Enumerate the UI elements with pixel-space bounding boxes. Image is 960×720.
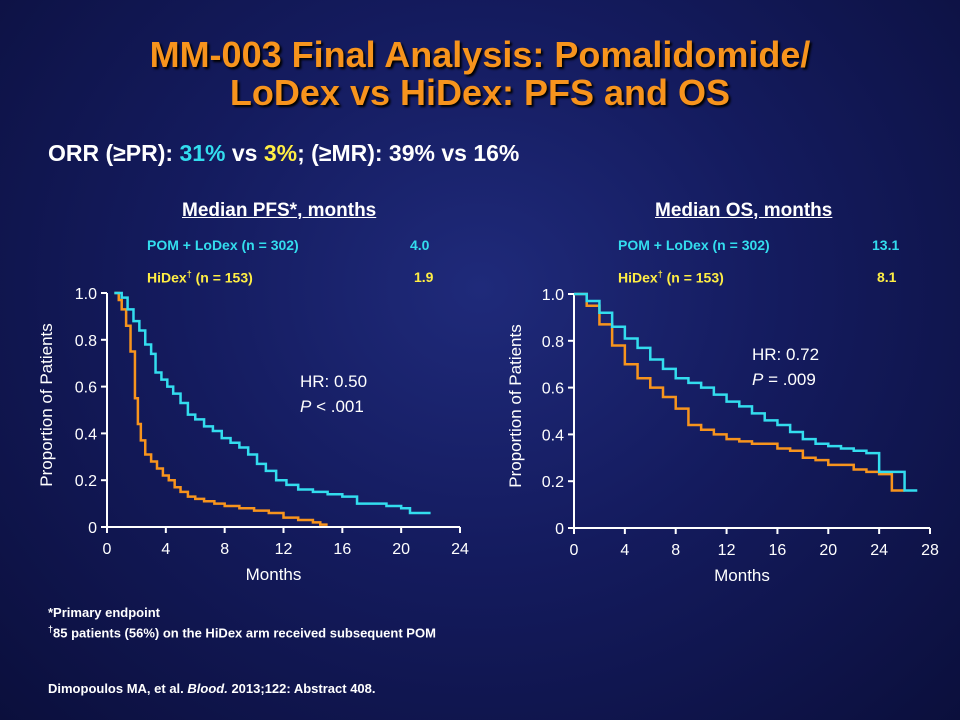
citation-rest: 2013;122: Abstract 408.	[227, 681, 376, 696]
x-tick-label: 12	[275, 541, 293, 558]
footnote-primary-endpoint: *Primary endpoint	[48, 605, 160, 620]
y-tick-label: 1.0	[75, 286, 97, 303]
pom-lodex-curve	[114, 291, 431, 515]
x-tick-label: 24	[451, 541, 469, 558]
citation: Dimopoulos MA, et al. Blood. 2013;122: A…	[48, 681, 376, 696]
os-hidex-label: HiDex† (n = 153)	[618, 269, 724, 286]
x-tick-label: 4	[620, 542, 629, 559]
y-tick-label: 0	[555, 521, 564, 538]
y-tick-label: 0.6	[542, 381, 564, 398]
orr-suffix: ; (≥MR): 39% vs 16%	[297, 140, 520, 166]
footnote-subsequent-pom-text: 85 patients (56%) on the HiDex arm recei…	[53, 625, 436, 641]
x-tick-label: 20	[819, 542, 837, 559]
slide-title-line2: LoDex vs HiDex: PFS and OS	[229, 72, 731, 113]
hidex-curve	[114, 291, 328, 526]
p-value-annotation: P = .009	[752, 370, 816, 389]
x-tick-label: 28	[921, 542, 939, 559]
os-hidex-value: 8.1	[877, 269, 897, 285]
orr-vs: vs	[225, 140, 264, 166]
footnote-subsequent-pom: †85 patients (56%) on the HiDex arm rece…	[48, 621, 436, 641]
os-header: Median OS, months	[655, 200, 833, 221]
x-tick-label: 12	[718, 542, 736, 559]
hr-annotation: HR: 0.72	[752, 345, 819, 364]
x-tick-label: 16	[769, 542, 787, 559]
p-value-annotation: P < .001	[300, 397, 364, 416]
y-tick-label: 1.0	[542, 287, 564, 304]
pfs-header: Median PFS*, months	[182, 200, 377, 221]
pfs-hidex-label-rest: (n = 153)	[191, 269, 253, 286]
x-tick-label: 20	[392, 541, 410, 558]
os-hidex-label-main: HiDex	[618, 269, 658, 286]
slide-title: MM-003 Final Analysis: Pomalidomide/ LoD…	[0, 36, 960, 112]
p-value-symbol: P	[300, 397, 312, 416]
pom-lodex-curve	[574, 292, 918, 492]
y-tick-label: 0.2	[542, 474, 564, 491]
os-pom-value: 13.1	[872, 237, 900, 253]
orr-prefix: ORR (≥PR):	[48, 140, 180, 166]
y-axis-title: Proportion of Patients	[37, 323, 56, 486]
p-value-text: < .001	[311, 397, 363, 416]
x-tick-label: 8	[220, 541, 229, 558]
pfs-hidex-label-sup: †	[186, 269, 192, 279]
slide-title-line1: MM-003 Final Analysis: Pomalidomide/	[149, 34, 811, 75]
y-tick-label: 0.8	[542, 334, 564, 351]
os-chart: 0 4 8 12 16 20 24 28 0 0.2 0.4 0.6 0.8 1.0 Months Propo…	[506, 287, 939, 585]
y-axis-title: Proportion of Patients	[506, 324, 525, 487]
p-value-text: = .009	[763, 370, 815, 389]
hidex-curve	[574, 292, 905, 492]
x-axis-title: Months	[246, 565, 302, 584]
citation-journal: Blood.	[187, 681, 228, 696]
pfs-hidex-value: 1.9	[414, 269, 434, 285]
x-tick-label: 16	[333, 541, 351, 558]
pfs-pom-value: 4.0	[410, 237, 430, 253]
os-hidex-label-rest: (n = 153)	[662, 269, 724, 286]
os-hidex-label-sup: †	[657, 269, 663, 279]
os-pom-label: POM + LoDex (n = 302)	[618, 237, 770, 253]
pfs-pom-label: POM + LoDex (n = 302)	[147, 237, 299, 253]
citation-authors: Dimopoulos MA, et al.	[48, 681, 188, 696]
x-tick-label: 0	[103, 541, 112, 558]
footnote-dagger: †	[48, 624, 54, 634]
pfs-hidex-label-main: HiDex	[147, 269, 187, 286]
orr-hidex-value: 3%	[263, 140, 298, 166]
x-tick-label: 0	[570, 542, 579, 559]
y-tick-label: 0	[88, 520, 97, 537]
y-tick-label: 0.8	[75, 333, 97, 350]
hr-annotation: HR: 0.50	[300, 372, 367, 391]
orr-pom-value: 31%	[179, 140, 226, 166]
pfs-hidex-label: HiDex† (n = 153)	[147, 269, 253, 286]
y-tick-label: 0.6	[75, 380, 97, 397]
y-tick-label: 0.4	[542, 427, 564, 444]
pfs-chart: 0 4 8 12 16 20 24 0 0.2 0.4 0.6 0.8 1.0 Months Proport…	[37, 286, 469, 584]
x-axis-title: Months	[714, 566, 770, 585]
p-value-symbol: P	[752, 370, 764, 389]
y-tick-label: 0.4	[75, 426, 97, 443]
x-tick-label: 4	[161, 541, 170, 558]
x-tick-label: 8	[671, 542, 680, 559]
footnotes: *Primary endpoint †85 patients (56%) on …	[48, 604, 436, 641]
y-tick-label: 0.2	[75, 473, 97, 490]
orr-summary: ORR (≥PR): 31% vs 3%; (≥MR): 39% vs 16%	[48, 140, 519, 167]
x-tick-label: 24	[870, 542, 888, 559]
